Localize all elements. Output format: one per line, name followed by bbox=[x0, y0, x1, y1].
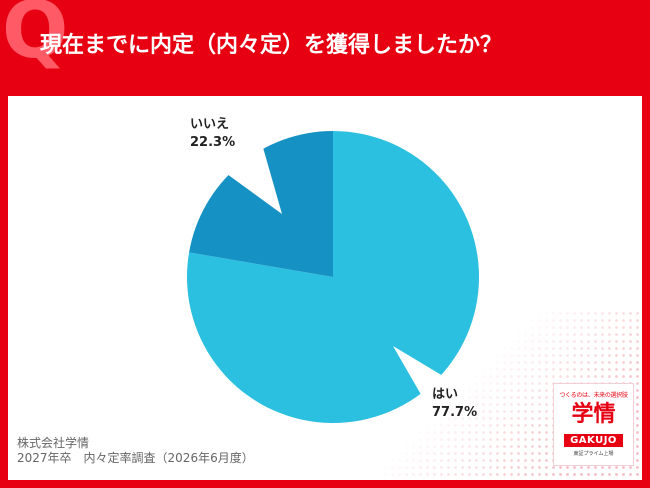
source-note: 株式会社学情 2027年卒 内々定率調査（2026年6月度） bbox=[17, 436, 254, 466]
logo-wordmark: GAKUJO bbox=[564, 434, 623, 447]
logo-tagline: つくるのは、未来の選択肢 bbox=[559, 392, 628, 399]
header-banner: Q 現在までに内定（内々定）を獲得しましたか？ bbox=[0, 0, 650, 96]
slice-value-no: 22.3% bbox=[190, 135, 235, 150]
source-company: 株式会社学情 bbox=[17, 436, 90, 450]
logo-subtitle: 東証プライム上場 bbox=[573, 451, 614, 457]
chart-title: 現在までに内定（内々定）を獲得しましたか？ bbox=[40, 33, 503, 58]
callout-pointer-yes bbox=[393, 346, 443, 398]
source-survey: 2027年卒 内々定率調査（2026年6月度） bbox=[17, 451, 254, 465]
slice-value-yes: 77.7% bbox=[432, 405, 477, 420]
pie-slice-no bbox=[189, 131, 333, 277]
gakujo-logo: つくるのは、未来の選択肢 学情 GAKUJO 東証プライム上場 bbox=[553, 383, 634, 466]
logo-mark: 学情 bbox=[571, 402, 616, 427]
slice-label-yes: はい bbox=[432, 387, 458, 402]
q-mark: Q bbox=[2, 0, 68, 76]
slice-label-no: いいえ bbox=[190, 117, 229, 132]
callout-pointer-no bbox=[216, 144, 282, 214]
